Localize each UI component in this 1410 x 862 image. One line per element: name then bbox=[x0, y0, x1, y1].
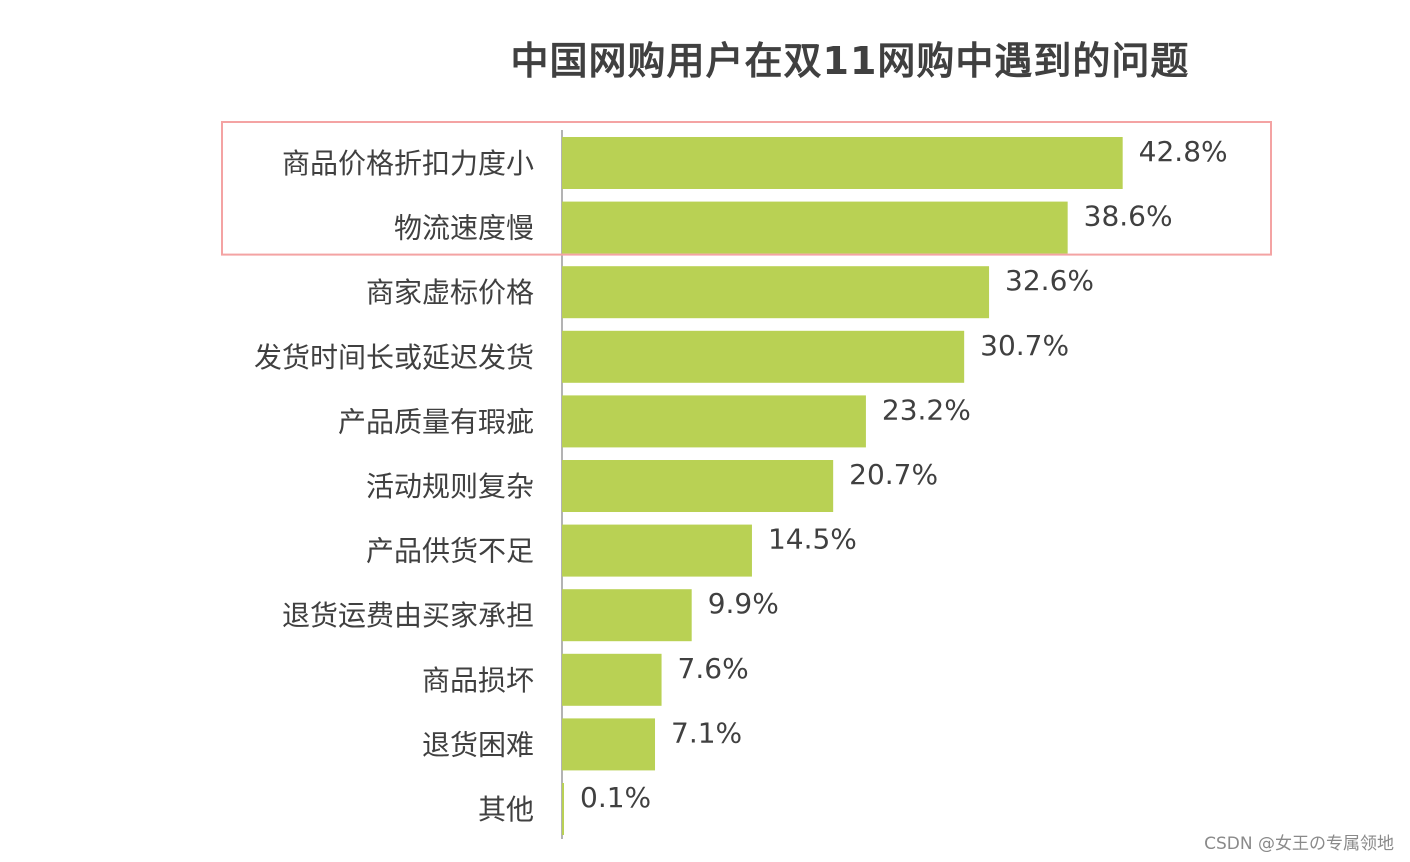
value-label: 20.7% bbox=[849, 458, 938, 491]
category-label: 商品损坏 bbox=[422, 664, 534, 697]
bar bbox=[562, 589, 692, 642]
value-label: 7.6% bbox=[678, 652, 749, 685]
value-label: 23.2% bbox=[882, 393, 971, 426]
value-label: 7.1% bbox=[671, 716, 742, 749]
category-label: 发货时间长或延迟发货 bbox=[254, 341, 534, 374]
category-label: 退货运费由买家承担 bbox=[282, 599, 534, 632]
category-label: 产品质量有瑕疵 bbox=[338, 405, 534, 438]
value-label: 9.9% bbox=[708, 587, 779, 620]
value-label: 42.8% bbox=[1139, 135, 1228, 168]
category-label: 产品供货不足 bbox=[366, 535, 534, 568]
bar bbox=[562, 783, 564, 835]
highlight-box bbox=[221, 121, 1272, 256]
bar bbox=[562, 718, 656, 771]
bar bbox=[562, 266, 990, 319]
bar bbox=[562, 395, 866, 448]
chart-title: 中国网购用户在双11网购中遇到的问题 bbox=[510, 39, 1190, 83]
bar bbox=[562, 460, 834, 512]
bar bbox=[562, 653, 662, 706]
value-label: 30.7% bbox=[980, 329, 1069, 362]
category-label: 其他 bbox=[478, 793, 534, 826]
category-label: 物流速度慢 bbox=[394, 212, 534, 245]
bar bbox=[562, 137, 1123, 189]
category-label: 活动规则复杂 bbox=[366, 470, 534, 503]
value-label: 32.6% bbox=[1005, 264, 1094, 297]
category-label: 商家虚标价格 bbox=[366, 276, 534, 309]
value-label: 0.1% bbox=[580, 781, 651, 814]
category-label: 退货困难 bbox=[422, 728, 534, 761]
value-label: 38.6% bbox=[1084, 200, 1173, 233]
category-label: 商品价格折扣力度小 bbox=[282, 147, 534, 180]
bar bbox=[562, 524, 752, 577]
value-label: 14.5% bbox=[768, 523, 857, 556]
bar bbox=[562, 201, 1068, 254]
watermark: CSDN @女王の专属领地 bbox=[1204, 834, 1394, 854]
bar bbox=[562, 330, 965, 383]
